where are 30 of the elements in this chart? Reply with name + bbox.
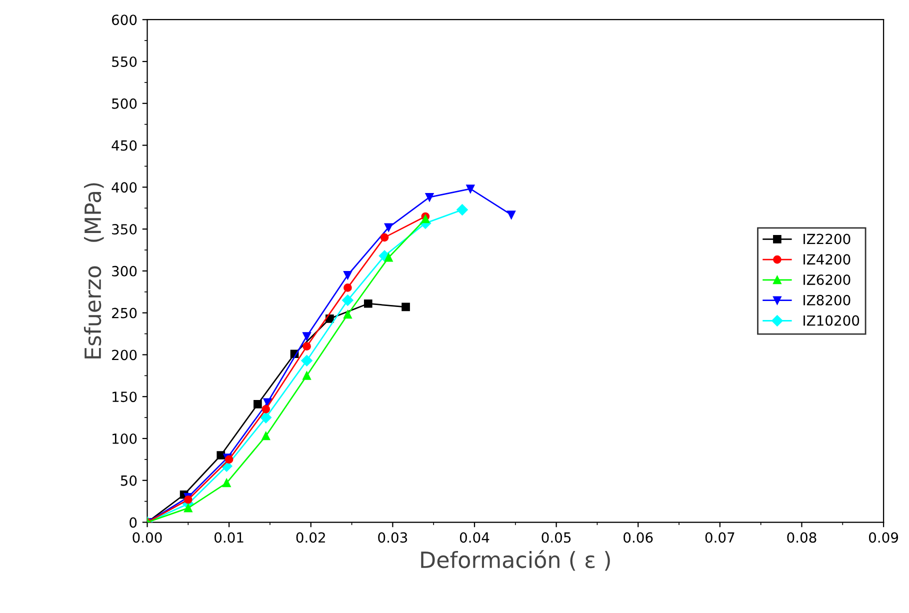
y-tick-label: 150 — [112, 392, 137, 402]
y-axis-title: Esfuerzo (MPa) — [84, 183, 104, 358]
x-tick-label: 0.03 — [378, 532, 408, 543]
legend-label: IZ4200 — [804, 254, 850, 265]
x-tick-label: 0.08 — [787, 532, 816, 543]
y-tick-label: 0 — [130, 517, 137, 528]
x-tick-label: 0.05 — [542, 532, 571, 543]
x-tick-label: 0.09 — [869, 532, 898, 543]
x-tick-label: 0.04 — [460, 532, 490, 543]
legend-label: IZ8200 — [804, 294, 850, 306]
y-tick-label: 500 — [112, 98, 137, 109]
legend-label: IZ6200 — [804, 274, 850, 286]
x-tick-label: 0.00 — [132, 532, 162, 543]
x-tick-label: 0.01 — [214, 532, 244, 543]
x-tick-label: 0.07 — [705, 532, 734, 543]
x-axis-title: Deformación ( ε ) — [421, 550, 610, 571]
y-tick-label: 200 — [112, 350, 137, 360]
y-tick-label: 450 — [112, 140, 137, 151]
y-tick-label: 300 — [112, 266, 137, 276]
legend-label: IZ2200 — [804, 234, 850, 244]
y-tick-label: 400 — [112, 182, 137, 193]
y-tick-label: 100 — [112, 433, 137, 444]
x-tick-label: 0.06 — [624, 532, 653, 543]
x-tick-label: 0.02 — [296, 532, 325, 543]
legend-label: IZ10200 — [804, 315, 860, 326]
y-tick-label: 350 — [112, 224, 137, 235]
y-tick-label: 550 — [112, 56, 137, 67]
y-tick-label: 250 — [112, 308, 137, 318]
y-tick-label: 50 — [120, 475, 137, 486]
y-tick-label: 600 — [112, 14, 137, 26]
